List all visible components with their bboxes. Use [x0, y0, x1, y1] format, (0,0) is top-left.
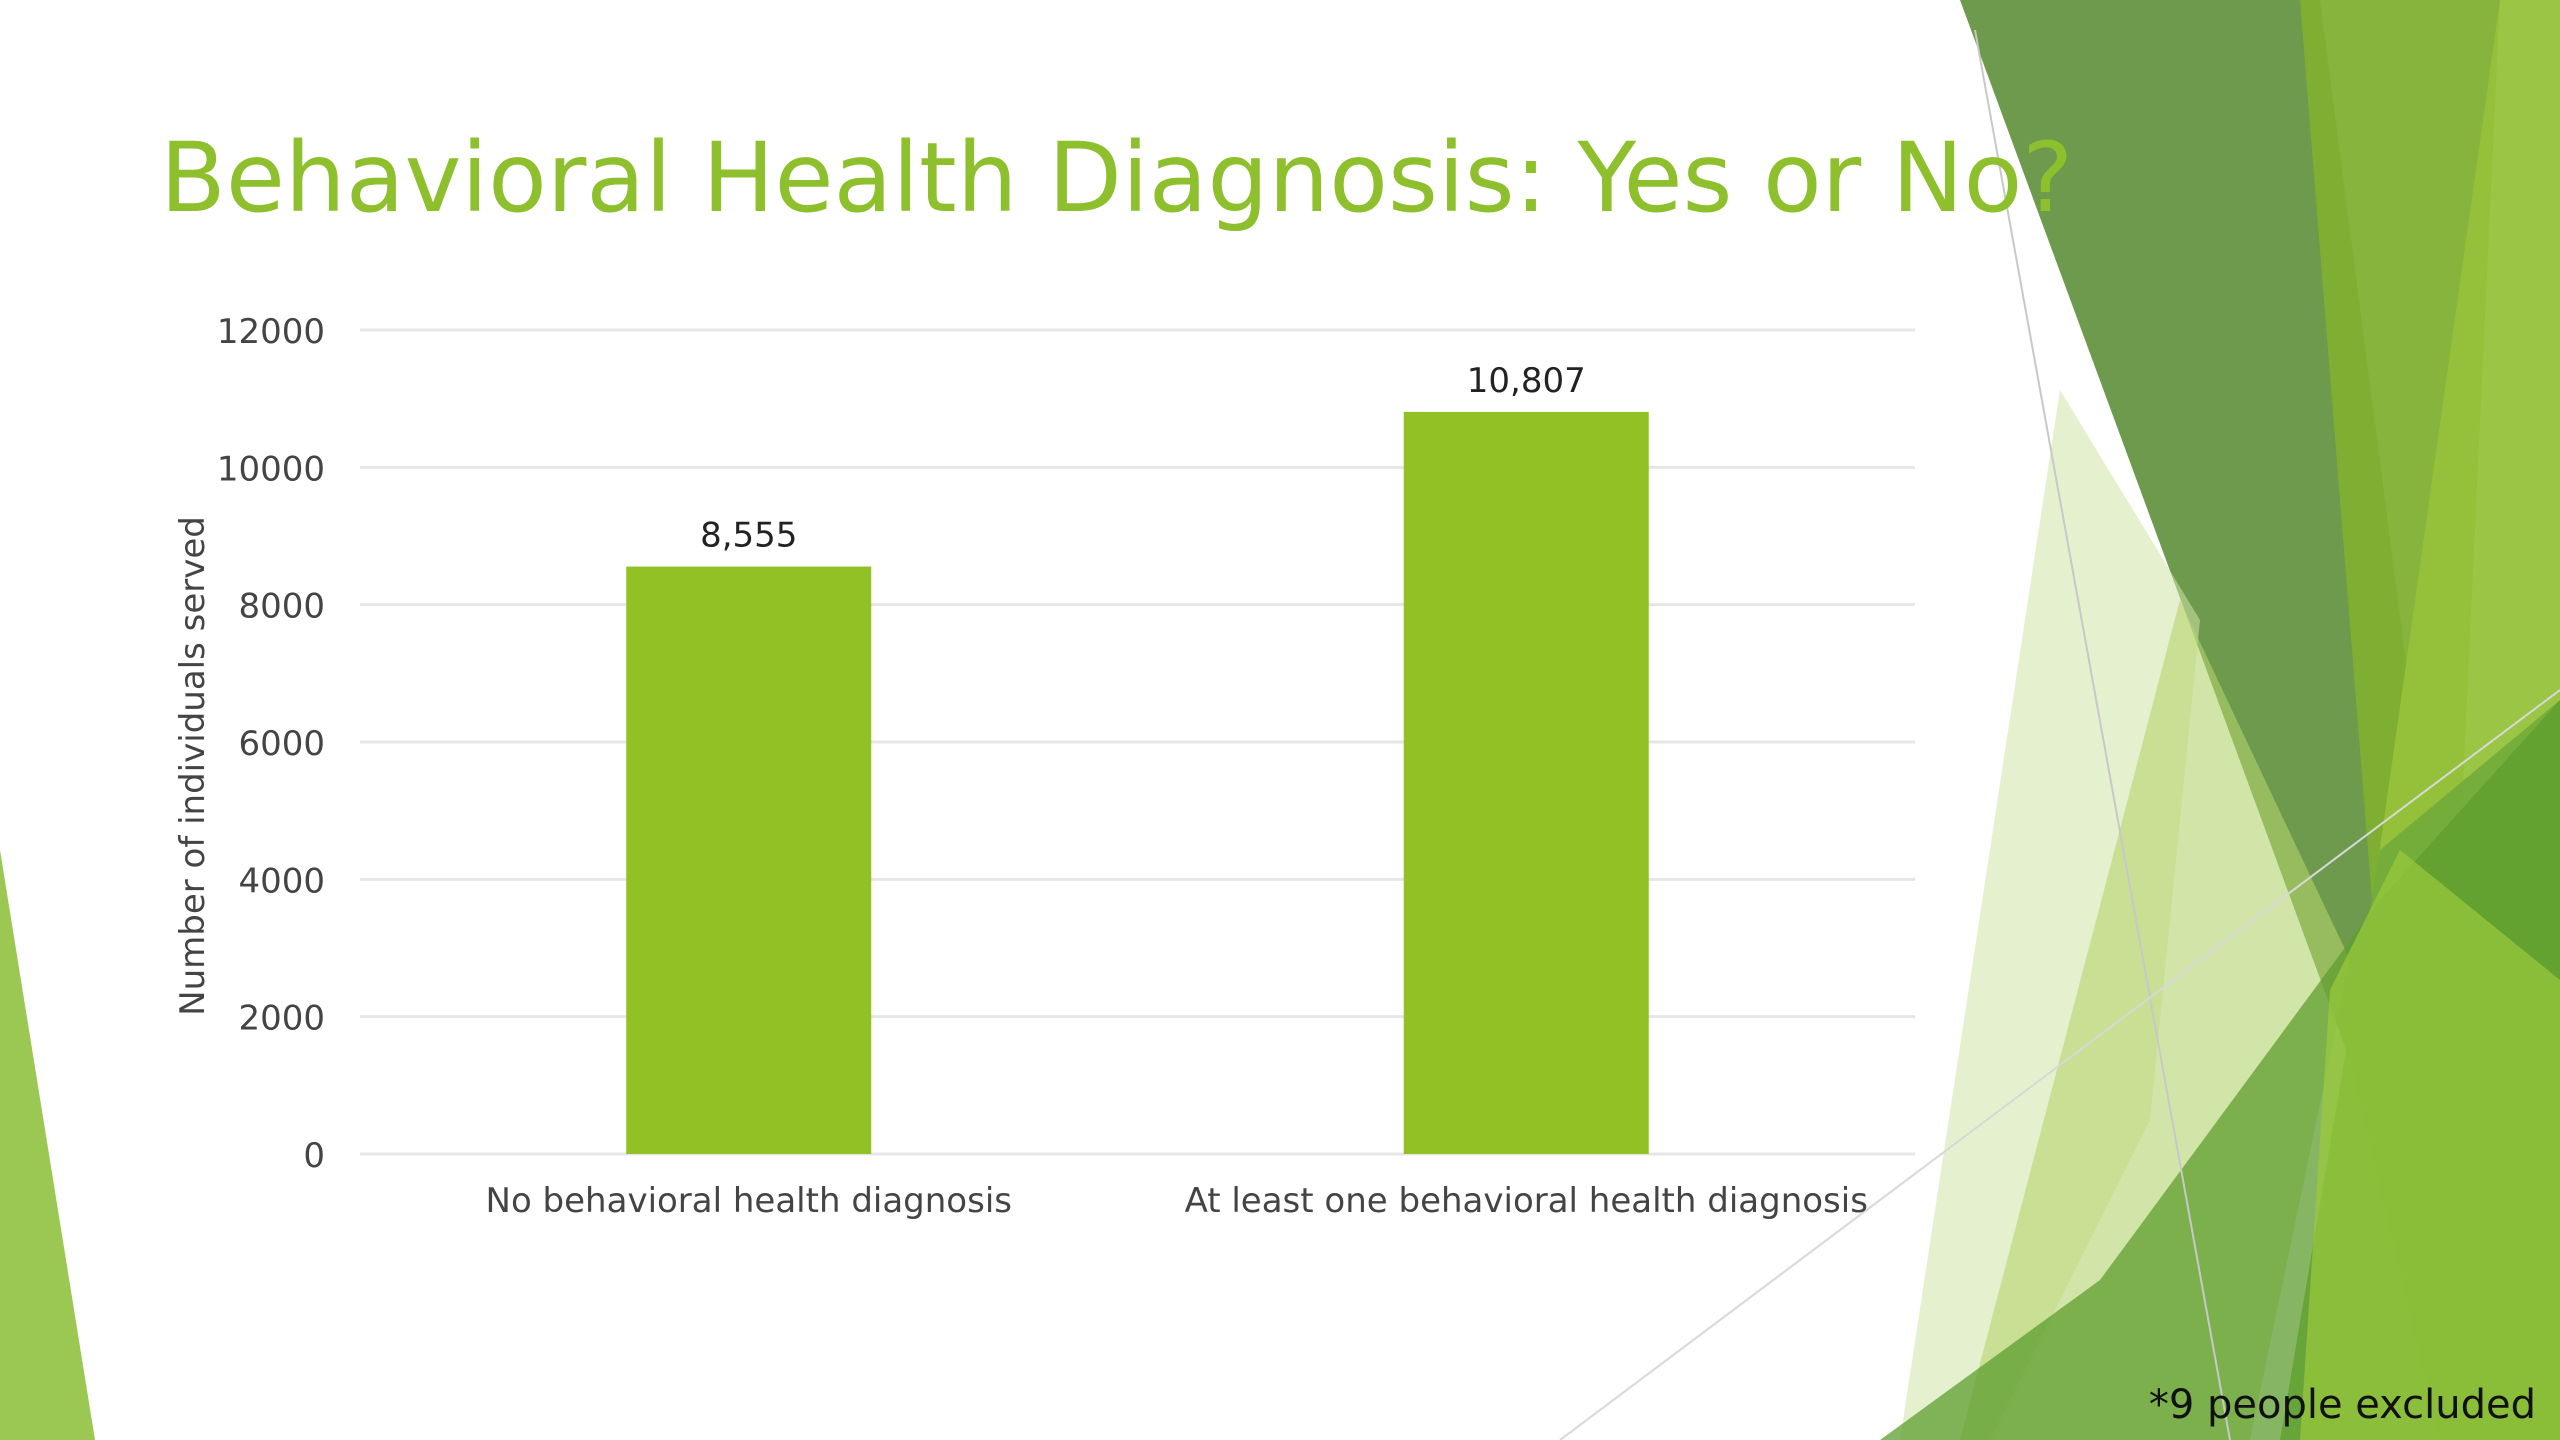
right-decoration-shape-8 — [2300, 850, 2560, 1440]
right-decoration-line-1 — [1974, 29, 2231, 1440]
y-tick-label: 0 — [303, 1136, 325, 1176]
footnote: *9 people excluded — [2148, 1382, 2536, 1428]
bar — [626, 566, 872, 1154]
chart-grid — [360, 328, 1915, 1156]
x-tick-label: At least one behavioral health diagnosis — [1185, 1181, 1868, 1221]
y-axis-title: Number of individuals served — [173, 516, 213, 1016]
y-tick-label: 10000 — [217, 449, 325, 489]
x-tick-label: No behavioral health diagnosis — [486, 1181, 1012, 1221]
bar — [1403, 411, 1649, 1155]
chart-labels: 0 2000 4000 6000 8000 10000 12000 Number of ind… — [173, 312, 1868, 1221]
left-decoration-shape — [0, 850, 95, 1440]
y-tick-label: 2000 — [238, 999, 325, 1039]
data-label: 8,555 — [700, 516, 797, 556]
right-decoration-shape-4 — [1900, 390, 2200, 1440]
data-label: 10,807 — [1467, 361, 1586, 401]
y-tick-label: 6000 — [238, 724, 325, 764]
chart-bars — [626, 411, 1649, 1155]
right-decoration-line-2 — [1559, 689, 2560, 1440]
y-tick-label: 12000 — [217, 312, 325, 352]
y-tick-label: 4000 — [238, 861, 325, 901]
y-tick-label: 8000 — [238, 587, 325, 627]
slide-title: Behavioral Health Diagnosis: Yes or No? — [160, 122, 2074, 234]
